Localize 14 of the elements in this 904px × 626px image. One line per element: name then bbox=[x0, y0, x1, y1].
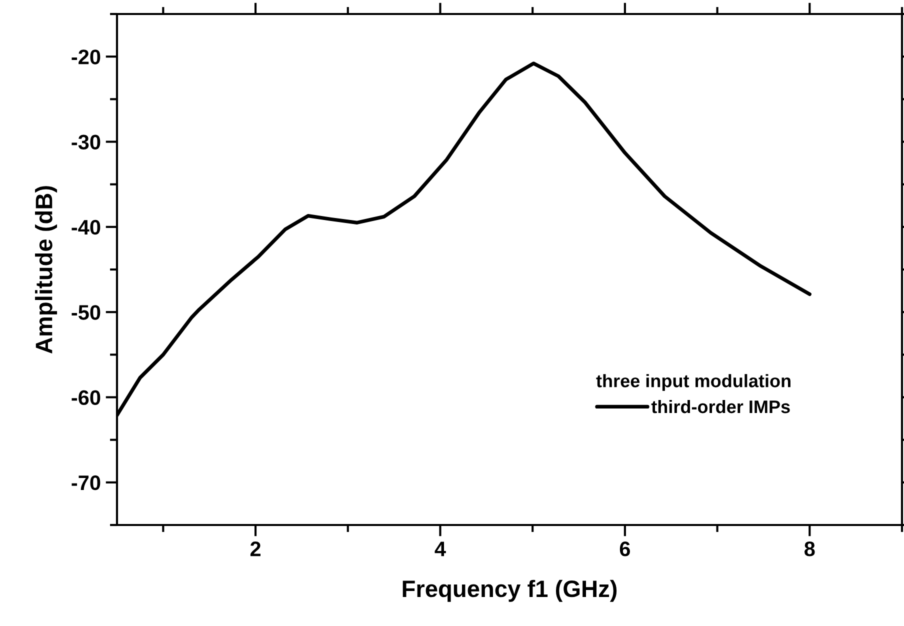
x-tick-label: 6 bbox=[620, 542, 630, 556]
y-tick-label: -50 bbox=[72, 305, 100, 320]
y-tick-label: -40 bbox=[72, 220, 100, 235]
y-tick-label: -70 bbox=[72, 475, 100, 490]
y-tick-label: -30 bbox=[72, 134, 100, 150]
x-tick-label: 4 bbox=[434, 542, 446, 556]
legend-label: third-order IMPs bbox=[651, 400, 790, 414]
legend-title: three input modulation bbox=[596, 374, 790, 391]
x-axis-title: Frequency f1 (GHz) bbox=[402, 580, 617, 602]
y-tick-label: -60 bbox=[72, 390, 100, 406]
y-axis-title: Amplitude (dB) bbox=[35, 186, 58, 354]
x-tick-label: 2 bbox=[250, 542, 260, 556]
y-tick-label: -20 bbox=[72, 50, 100, 64]
x-tick-label: 8 bbox=[804, 542, 815, 556]
